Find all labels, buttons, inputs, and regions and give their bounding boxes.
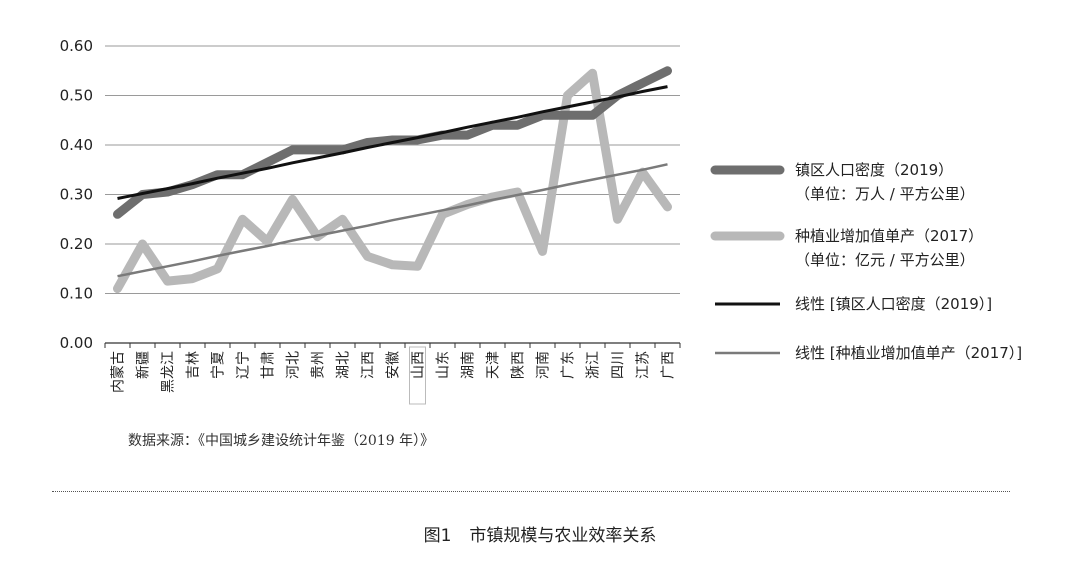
y-tick-label: 0.30	[60, 186, 93, 204]
figure-label: 图1	[423, 526, 452, 546]
x-tick-label: 辽宁	[235, 351, 252, 379]
y-tick-label: 0.00	[60, 334, 93, 352]
x-tick-label: 广西	[661, 351, 677, 379]
x-tick-label: 吉林	[186, 351, 202, 379]
x-tick-label: 河北	[286, 351, 302, 379]
series-line-4	[117, 163, 668, 278]
x-tick-label: 安徽	[386, 351, 402, 379]
x-tick-label: 山东	[436, 351, 452, 379]
x-tick-label: 甘肃	[261, 351, 277, 379]
y-tick-label: 0.60	[60, 37, 93, 55]
x-tick-label: 陕西	[511, 351, 527, 379]
figure-title: 市镇规模与农业效率关系	[469, 526, 657, 546]
x-tick-label: 山西	[411, 351, 427, 379]
legend-label-1: 镇区人口密度（2019）	[795, 161, 953, 179]
x-tick-label: 贵州	[311, 351, 327, 379]
figure-caption: 图1 市镇规模与农业效率关系	[0, 521, 1080, 546]
dotted-divider	[52, 491, 1010, 492]
x-tick-label: 江苏	[636, 351, 652, 379]
y-tick-label: 0.20	[60, 235, 93, 253]
x-tick-label: 江西	[361, 351, 377, 379]
x-tick-label: 宁夏	[210, 351, 227, 379]
legend-label-3: 线性 [镇区人口密度（2019）]	[795, 295, 992, 313]
x-tick-label: 湖北	[336, 351, 352, 379]
line-chart: 0.00 0.10 0.20 0.30 0.40 0.50 0.60 内蒙古 新疆 黑龙江 吉林 宁夏…	[60, 37, 1022, 405]
y-tick-label: 0.10	[60, 285, 93, 303]
x-tick-label: 新疆	[136, 351, 152, 379]
legend-unit-1: （单位：万人 / 平方公里）	[795, 185, 975, 203]
y-tick-label: 0.40	[60, 136, 93, 154]
x-tick-label: 河南	[536, 351, 552, 379]
series-line-1	[113, 66, 672, 219]
x-tick-label: 内蒙古	[111, 351, 127, 393]
series-line-2	[113, 68, 672, 294]
series-line-3	[117, 85, 668, 200]
legend-label-2: 种植业增加值单产（2017）	[795, 227, 983, 245]
x-tick-label: 天津	[486, 351, 502, 379]
legend-label-4: 线性 [种植业增加值单产（2017）]	[795, 344, 1022, 362]
x-tick-label: 浙江	[586, 351, 602, 379]
x-tick-label: 四川	[611, 351, 627, 379]
x-tick-label: 湖南	[461, 351, 477, 379]
y-tick-label: 0.50	[60, 87, 93, 105]
x-tick-label: 黑龙江	[161, 351, 177, 393]
x-tick-label: 广东	[561, 351, 577, 379]
legend-unit-2: （单位：亿元 / 平方公里）	[795, 251, 975, 269]
source-note: 数据来源：《中国城乡建设统计年鉴（2019 年）》	[128, 433, 435, 449]
x-tick-highlight-box	[409, 346, 426, 405]
